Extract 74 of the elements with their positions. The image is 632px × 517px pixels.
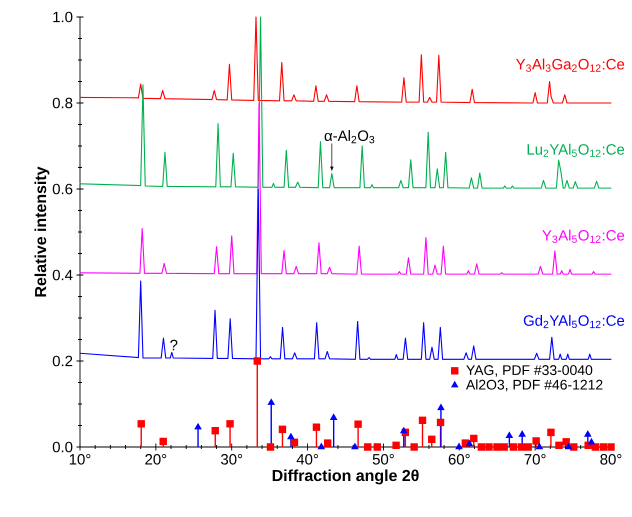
point — [290, 438, 298, 446]
point — [226, 420, 234, 428]
annotation: α-Al$_{2}$O$_{3}$ — [324, 130, 374, 144]
point — [607, 443, 615, 451]
point — [352, 443, 358, 450]
series-label: Lu$_{2}$YAl$_{5}$O$_{12}$:Ce — [528, 144, 624, 157]
legend-label: Al2O3, PDF #46-1212 — [466, 379, 602, 392]
y-axis-title: Relative intensity — [34, 166, 50, 296]
point — [330, 414, 337, 420]
point — [212, 426, 219, 434]
point — [194, 424, 202, 430]
point — [565, 443, 572, 450]
text: Y$_{3}$Al$_{3}$Ga$_{2}$O$_{12}$:Ce — [516, 58, 624, 72]
x-tick-label: 40° — [296, 454, 318, 465]
point — [562, 438, 570, 446]
x-tick-label: 20° — [145, 454, 166, 465]
point — [588, 438, 595, 444]
x-tick-label: 60° — [448, 454, 470, 465]
series-label: Y$_{3}$Al$_{5}$O$_{12}$:Ce — [542, 230, 624, 243]
point — [438, 404, 444, 410]
annotation: ? — [170, 340, 178, 350]
y-tick-label: 0.2 — [52, 356, 72, 366]
point — [518, 430, 526, 437]
y-tick-label: 0.6 — [52, 184, 72, 194]
point — [312, 424, 320, 431]
point — [410, 443, 418, 451]
point — [506, 432, 513, 438]
point — [278, 426, 286, 434]
x-tick-label: 50° — [372, 454, 394, 465]
point — [592, 443, 600, 451]
point — [268, 399, 275, 405]
point — [160, 438, 167, 446]
point — [584, 430, 592, 437]
x-tick-label: 70° — [524, 454, 546, 465]
y-tick-label: 0.0 — [52, 442, 72, 452]
y-tick-label: 1.0 — [53, 12, 72, 22]
point — [510, 443, 518, 451]
point — [364, 443, 372, 451]
point — [518, 443, 526, 451]
point — [600, 443, 608, 451]
point — [374, 443, 381, 451]
point — [254, 357, 261, 365]
point — [318, 443, 325, 450]
series-label: Gd$_{2}$YAl$_{5}$O$_{12}$:Ce — [524, 314, 624, 328]
point — [493, 443, 501, 451]
x-axis-title: Diffraction angle 2θ — [272, 469, 419, 484]
legend-label: YAG, PDF #33-0040 — [466, 365, 592, 377]
x-tick-label: 80° — [600, 454, 622, 465]
point — [400, 427, 408, 434]
x-tick-label: 10° — [70, 454, 90, 465]
point — [485, 443, 493, 451]
point — [138, 420, 145, 428]
point — [466, 440, 473, 446]
y-tick-label: 0.8 — [52, 98, 72, 108]
point — [547, 428, 555, 436]
point — [470, 434, 478, 442]
point — [555, 442, 563, 449]
point — [524, 443, 532, 451]
point — [288, 433, 294, 440]
point — [456, 443, 462, 450]
point — [570, 443, 578, 451]
point — [428, 436, 436, 443]
point — [532, 437, 540, 445]
point — [392, 442, 400, 449]
point — [418, 416, 426, 424]
point — [354, 420, 362, 428]
point — [478, 443, 486, 451]
point — [436, 418, 444, 426]
point — [536, 443, 543, 450]
point — [324, 439, 332, 447]
x-tick-label: 30° — [220, 454, 242, 465]
point — [500, 443, 508, 451]
point — [266, 443, 274, 451]
y-tick-label: 0.4 — [52, 270, 73, 280]
